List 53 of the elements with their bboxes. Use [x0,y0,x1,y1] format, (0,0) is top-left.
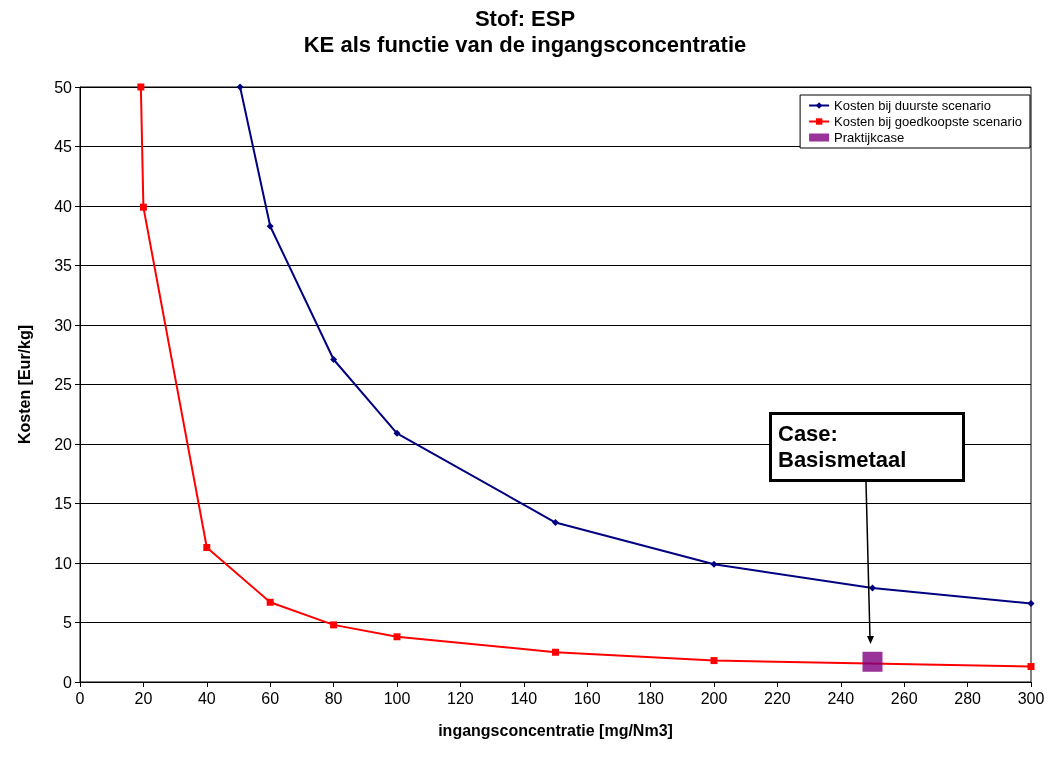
point [710,657,718,665]
point [139,203,147,211]
point [869,584,876,592]
x-tick-label: 240 [827,689,855,707]
legend-label: Kosten bij duurste scenario [834,98,991,113]
y-tick-label: 30 [54,316,73,334]
x-tick-label: 120 [447,689,474,707]
legend-label: Praktijkcase [834,130,905,145]
point [552,519,559,527]
point [552,648,559,656]
y-tick-label: 0 [63,673,73,691]
point [330,356,338,364]
x-tick-label: 280 [954,689,982,707]
x-tick-label: 80 [324,689,343,707]
y-tick-label: 15 [54,495,73,512]
x-tick-label: 60 [261,689,280,707]
annotation: Case: Basismetaal [769,412,965,482]
x-tick-label: 140 [510,689,538,707]
x-tick-label: 220 [764,689,791,707]
x-tick-label: 0 [75,689,85,707]
point [1027,663,1035,671]
legend-label: Kosten bij goedkoopste scenario [834,114,1022,129]
x-tick-label: 200 [700,689,728,707]
chart-title: Stof: ESP [474,5,576,31]
y-tick-label: 40 [54,197,73,215]
point [330,621,338,629]
y-tick-label: 10 [54,554,73,572]
point [137,83,145,91]
point [1027,599,1035,607]
x-tick-label: 260 [890,689,918,707]
y-tick-label: 25 [54,376,73,393]
point [710,560,718,568]
x-tick-label: 300 [1017,689,1045,707]
x-axis-title: ingangsconcentratie [mg/Nm3] [438,721,673,739]
point [236,83,244,91]
x-tick-label: 100 [383,689,411,707]
y-tick-label: 50 [54,78,73,96]
chart-subtitle: KE als functie van de ingangsconcentratie [303,31,747,57]
point [266,598,274,606]
point [203,544,211,552]
x-tick-label: 180 [637,689,665,707]
x-tick-label: 20 [134,689,153,707]
y-axis-title: Kosten [Eur/kg] [15,324,33,445]
y-tick-label: 5 [63,614,73,631]
point [393,633,401,641]
point [393,429,401,437]
point [862,651,883,672]
x-tick-label: 40 [197,689,216,707]
point [266,222,274,230]
y-tick-label: 35 [54,257,73,274]
y-tick-label: 20 [54,435,73,453]
y-tick-label: 45 [54,138,73,155]
x-tick-label: 160 [573,689,601,707]
